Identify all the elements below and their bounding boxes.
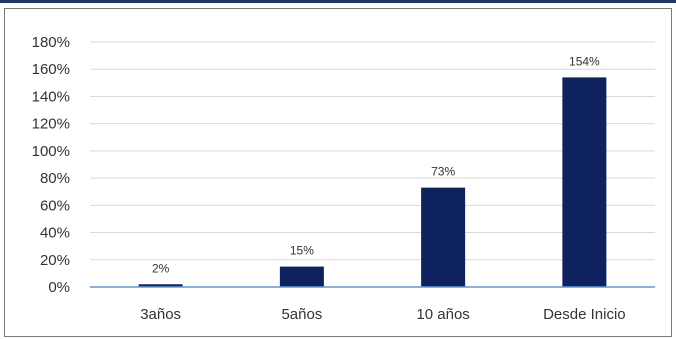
y-tick-label: 60% (40, 197, 70, 214)
data-label: 73% (431, 165, 455, 179)
bar (138, 284, 183, 287)
y-tick-label: 20% (40, 252, 70, 269)
bar (421, 187, 466, 287)
x-category-label: 10 años (416, 306, 469, 323)
y-tick-label: 140% (32, 88, 70, 105)
y-tick-label: 40% (40, 225, 70, 242)
chart-frame (4, 8, 672, 337)
y-axis-ticks: 0% 20% 40% 60% 80% 100% 120% 140% 160% 180% (32, 34, 70, 296)
x-category-label: Desde Inicio (543, 306, 626, 323)
bars (138, 77, 607, 287)
y-tick-label: 0% (48, 279, 70, 296)
bar (562, 77, 607, 287)
top-accent-bar (0, 0, 676, 3)
y-tick-label: 100% (32, 143, 70, 160)
bar (279, 266, 324, 287)
x-category-label: 3años (140, 306, 181, 323)
gridlines (90, 41, 655, 261)
data-label: 154% (569, 54, 600, 68)
data-label: 2% (152, 261, 170, 275)
x-category-label: 5años (281, 306, 322, 323)
y-tick-label: 80% (40, 170, 70, 187)
y-tick-label: 120% (32, 116, 70, 133)
y-tick-label: 180% (32, 34, 70, 51)
data-labels: 2% 15% 73% 154% (152, 54, 600, 275)
y-tick-label: 160% (32, 61, 70, 78)
data-label: 15% (290, 244, 314, 258)
x-axis-categories: 3años 5años 10 años Desde Inicio (140, 306, 625, 323)
